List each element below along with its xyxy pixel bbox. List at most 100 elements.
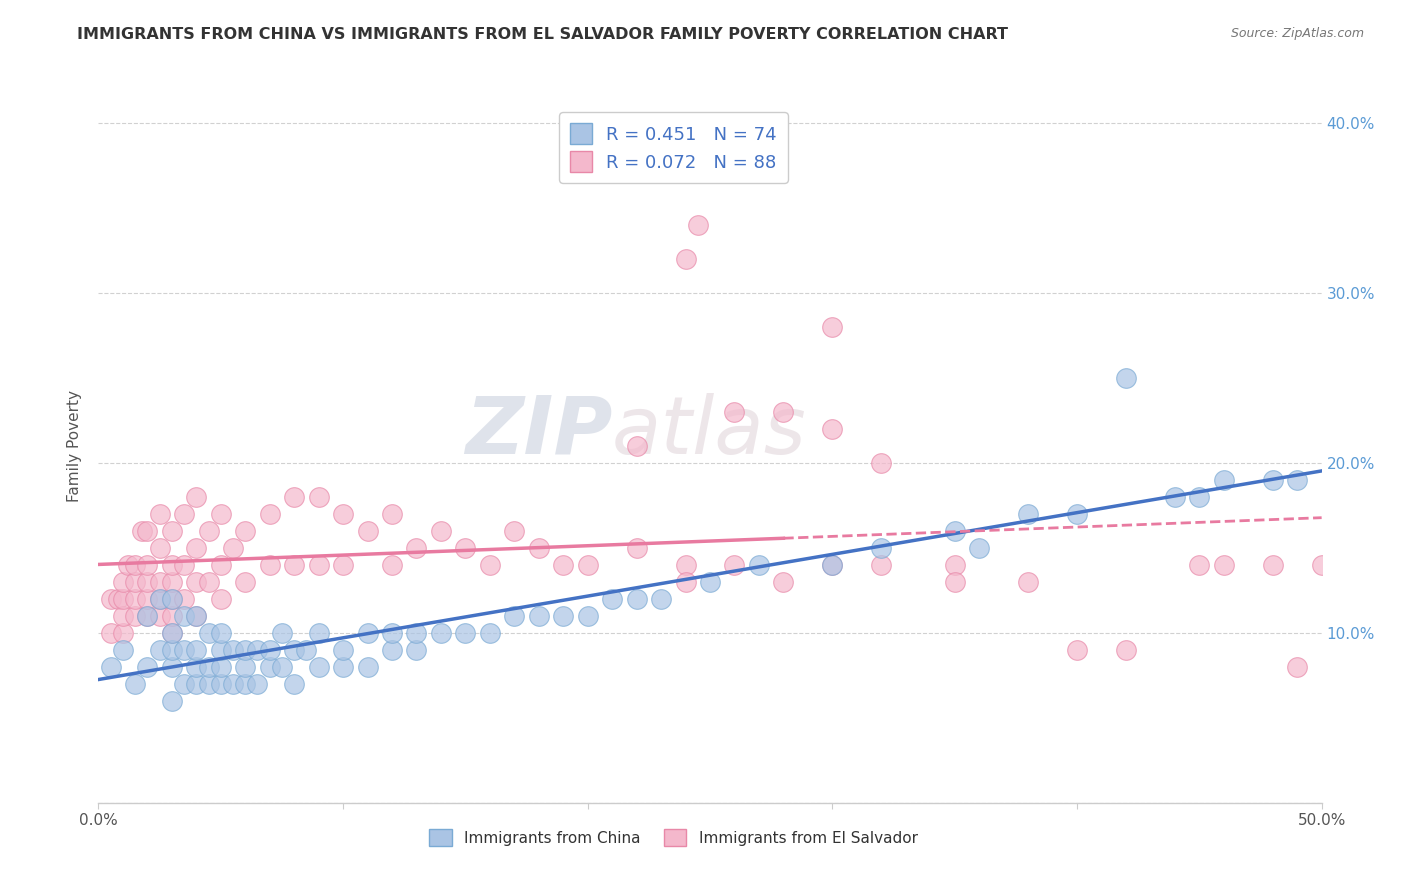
Point — [686, 218, 709, 232]
Point — [173, 591, 195, 606]
Point — [405, 643, 427, 657]
Point — [186, 608, 208, 623]
Point — [233, 660, 256, 674]
Point — [1115, 643, 1137, 657]
Point — [283, 558, 305, 572]
Point — [259, 660, 281, 674]
Point — [821, 558, 844, 572]
Point — [209, 507, 232, 521]
Point — [1286, 473, 1309, 487]
Point — [381, 507, 404, 521]
Point — [246, 677, 269, 691]
Y-axis label: Family Poverty: Family Poverty — [67, 390, 83, 502]
Point — [197, 626, 219, 640]
Point — [160, 643, 183, 657]
Point — [943, 558, 966, 572]
Text: IMMIGRANTS FROM CHINA VS IMMIGRANTS FROM EL SALVADOR FAMILY POVERTY CORRELATION : IMMIGRANTS FROM CHINA VS IMMIGRANTS FROM… — [77, 27, 1008, 42]
Point — [111, 608, 134, 623]
Point — [283, 677, 305, 691]
Point — [160, 694, 183, 708]
Point — [209, 677, 232, 691]
Point — [332, 507, 354, 521]
Point — [246, 643, 269, 657]
Point — [772, 405, 794, 419]
Point — [197, 677, 219, 691]
Point — [124, 591, 146, 606]
Point — [149, 591, 172, 606]
Point — [576, 558, 599, 572]
Point — [209, 626, 232, 640]
Point — [699, 574, 721, 589]
Point — [295, 643, 318, 657]
Point — [186, 677, 208, 691]
Point — [100, 626, 122, 640]
Point — [332, 643, 354, 657]
Point — [1212, 473, 1234, 487]
Point — [197, 574, 219, 589]
Point — [503, 524, 526, 538]
Point — [149, 608, 172, 623]
Point — [136, 608, 159, 623]
Point — [111, 574, 134, 589]
Point — [332, 558, 354, 572]
Point — [870, 456, 893, 470]
Point — [111, 626, 134, 640]
Point — [173, 507, 195, 521]
Point — [160, 574, 183, 589]
Point — [650, 591, 672, 606]
Point — [149, 541, 172, 555]
Point — [124, 558, 146, 572]
Point — [454, 541, 477, 555]
Point — [209, 591, 232, 606]
Point — [1188, 558, 1211, 572]
Point — [100, 591, 122, 606]
Point — [186, 490, 208, 504]
Point — [136, 660, 159, 674]
Point — [233, 643, 256, 657]
Point — [259, 507, 281, 521]
Point — [160, 626, 183, 640]
Point — [100, 660, 122, 674]
Point — [967, 541, 990, 555]
Point — [186, 574, 208, 589]
Point — [553, 608, 575, 623]
Point — [173, 558, 195, 572]
Legend: Immigrants from China, Immigrants from El Salvador: Immigrants from China, Immigrants from E… — [423, 823, 924, 852]
Point — [222, 541, 245, 555]
Point — [308, 626, 330, 640]
Point — [222, 643, 245, 657]
Point — [1286, 660, 1309, 674]
Point — [186, 608, 208, 623]
Point — [149, 591, 172, 606]
Point — [233, 524, 256, 538]
Point — [186, 541, 208, 555]
Point — [527, 541, 550, 555]
Text: ZIP: ZIP — [465, 392, 612, 471]
Point — [233, 677, 256, 691]
Point — [173, 677, 195, 691]
Point — [117, 558, 139, 572]
Point — [136, 608, 159, 623]
Point — [1261, 558, 1284, 572]
Point — [131, 524, 153, 538]
Point — [308, 490, 330, 504]
Text: Source: ZipAtlas.com: Source: ZipAtlas.com — [1230, 27, 1364, 40]
Point — [356, 524, 378, 538]
Point — [149, 507, 172, 521]
Point — [124, 677, 146, 691]
Point — [209, 558, 232, 572]
Point — [723, 405, 745, 419]
Point — [748, 558, 770, 572]
Point — [209, 660, 232, 674]
Point — [173, 608, 195, 623]
Point — [136, 574, 159, 589]
Point — [259, 643, 281, 657]
Point — [1066, 643, 1088, 657]
Point — [356, 626, 378, 640]
Point — [107, 591, 129, 606]
Point — [197, 524, 219, 538]
Point — [626, 439, 648, 453]
Point — [160, 558, 183, 572]
Point — [503, 608, 526, 623]
Point — [332, 660, 354, 674]
